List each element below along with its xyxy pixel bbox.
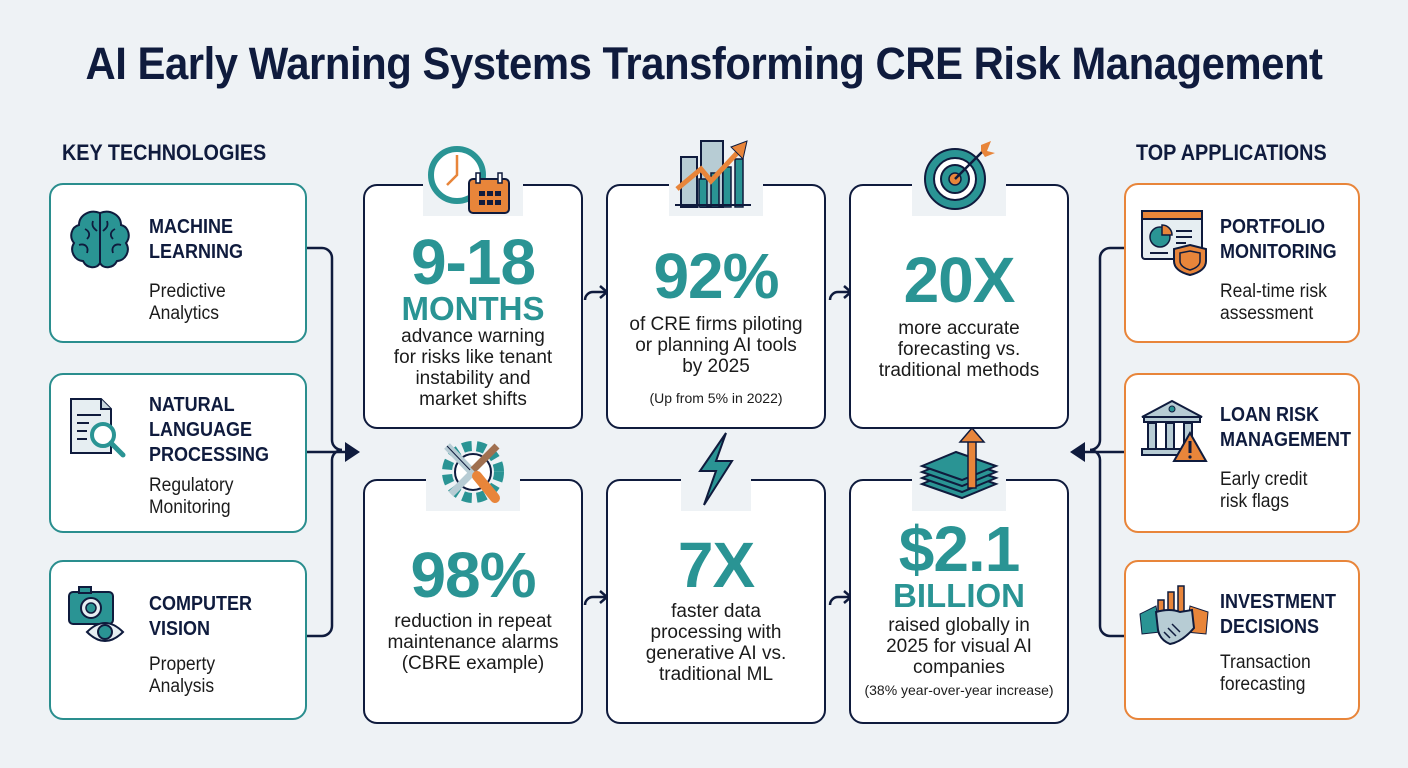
stat-value: 20X xyxy=(903,244,1016,316)
stat-description: advance warning for risks like tenant in… xyxy=(393,326,553,410)
handshake-chart-icon xyxy=(1138,582,1209,652)
app-heading: PORTFOLIO MONITORING xyxy=(1220,216,1337,263)
stat-card-forecasting: 20X more accurate forecasting vs. tradit… xyxy=(849,141,1069,429)
app-card-investment-decisions: INVESTMENT DECISIONS Transaction forecas… xyxy=(1124,560,1360,720)
stat-value: 9-18 xyxy=(410,226,536,298)
stat-note: (Up from 5% in 2022) xyxy=(649,390,783,406)
stat-card-advance-warning: 9-18 MONTHS advance warning for risks li… xyxy=(363,146,583,429)
top-applications-label: TOP APPLICATIONS xyxy=(1136,140,1327,165)
tech-subtitle: Predictive Analytics xyxy=(149,281,226,324)
tech-subtitle: Property Analysis xyxy=(149,654,216,697)
tech-heading: NATURAL LANGUAGE PROCESSING xyxy=(149,394,270,466)
clock-calendar-icon xyxy=(423,146,523,216)
stat-description: reduction in repeat maintenance alarms (… xyxy=(387,611,559,674)
tech-subtitle: Regulatory Monitoring xyxy=(149,475,234,518)
app-card-portfolio-monitoring: PORTFOLIO MONITORING Real-time risk asse… xyxy=(1124,183,1360,343)
stat-card-adoption: 92% of CRE firms piloting or planning AI… xyxy=(606,140,826,429)
lightning-icon xyxy=(681,432,751,511)
bank-warning-icon xyxy=(1138,395,1208,465)
tech-card-nlp: NATURAL LANGUAGE PROCESSING Regulatory M… xyxy=(49,373,307,533)
page-title: AI Early Warning Systems Transforming CR… xyxy=(85,38,1323,89)
buildings-growth-icon xyxy=(669,140,763,216)
dashboard-shield-icon xyxy=(1138,207,1208,277)
app-subtitle: Real-time risk assessment xyxy=(1220,281,1327,324)
stat-card-funding: $2.1 BILLION raised globally in 2025 for… xyxy=(849,426,1069,724)
stat-description: more accurate forecasting vs. traditiona… xyxy=(878,318,1040,381)
app-subtitle: Transaction forecasting xyxy=(1220,652,1311,695)
stat-unit: BILLION xyxy=(893,577,1025,614)
tech-heading: MACHINE LEARNING xyxy=(149,216,244,263)
key-technologies-label: KEY TECHNOLOGIES xyxy=(62,140,267,165)
money-growth-icon xyxy=(912,426,1006,511)
stat-card-maintenance: 98% reduction in repeat maintenance alar… xyxy=(363,441,583,724)
app-subtitle: Early credit risk flags xyxy=(1220,469,1308,512)
tech-heading: COMPUTER VISION xyxy=(149,593,253,640)
stat-description: raised globally in 2025 for visual AI co… xyxy=(886,615,1032,678)
camera-eye-icon xyxy=(65,580,135,650)
app-heading: INVESTMENT DECISIONS xyxy=(1220,591,1337,638)
stat-value: 98% xyxy=(410,539,536,611)
document-search-icon xyxy=(65,393,135,463)
stat-value: $2.1 xyxy=(898,513,1021,585)
tech-card-computer-vision: COMPUTER VISION Property Analysis xyxy=(49,560,307,720)
target-icon xyxy=(912,141,1006,216)
stat-card-processing-speed: 7X faster data processing with generativ… xyxy=(606,432,826,724)
tech-card-machine-learning: MACHINE LEARNING Predictive Analytics xyxy=(49,183,307,343)
app-card-loan-risk: LOAN RISK MANAGEMENT Early credit risk f… xyxy=(1124,373,1360,533)
app-heading: LOAN RISK MANAGEMENT xyxy=(1220,404,1351,451)
stat-description: of CRE firms piloting or planning AI too… xyxy=(629,314,803,377)
stat-note: (38% year-over-year increase) xyxy=(864,682,1054,698)
brain-icon xyxy=(65,205,135,275)
stat-description: faster data processing with generative A… xyxy=(645,601,787,685)
stat-value: 92% xyxy=(653,240,779,312)
stat-unit: MONTHS xyxy=(401,290,545,327)
stat-value: 7X xyxy=(677,529,755,601)
gear-wrench-icon xyxy=(426,441,520,511)
